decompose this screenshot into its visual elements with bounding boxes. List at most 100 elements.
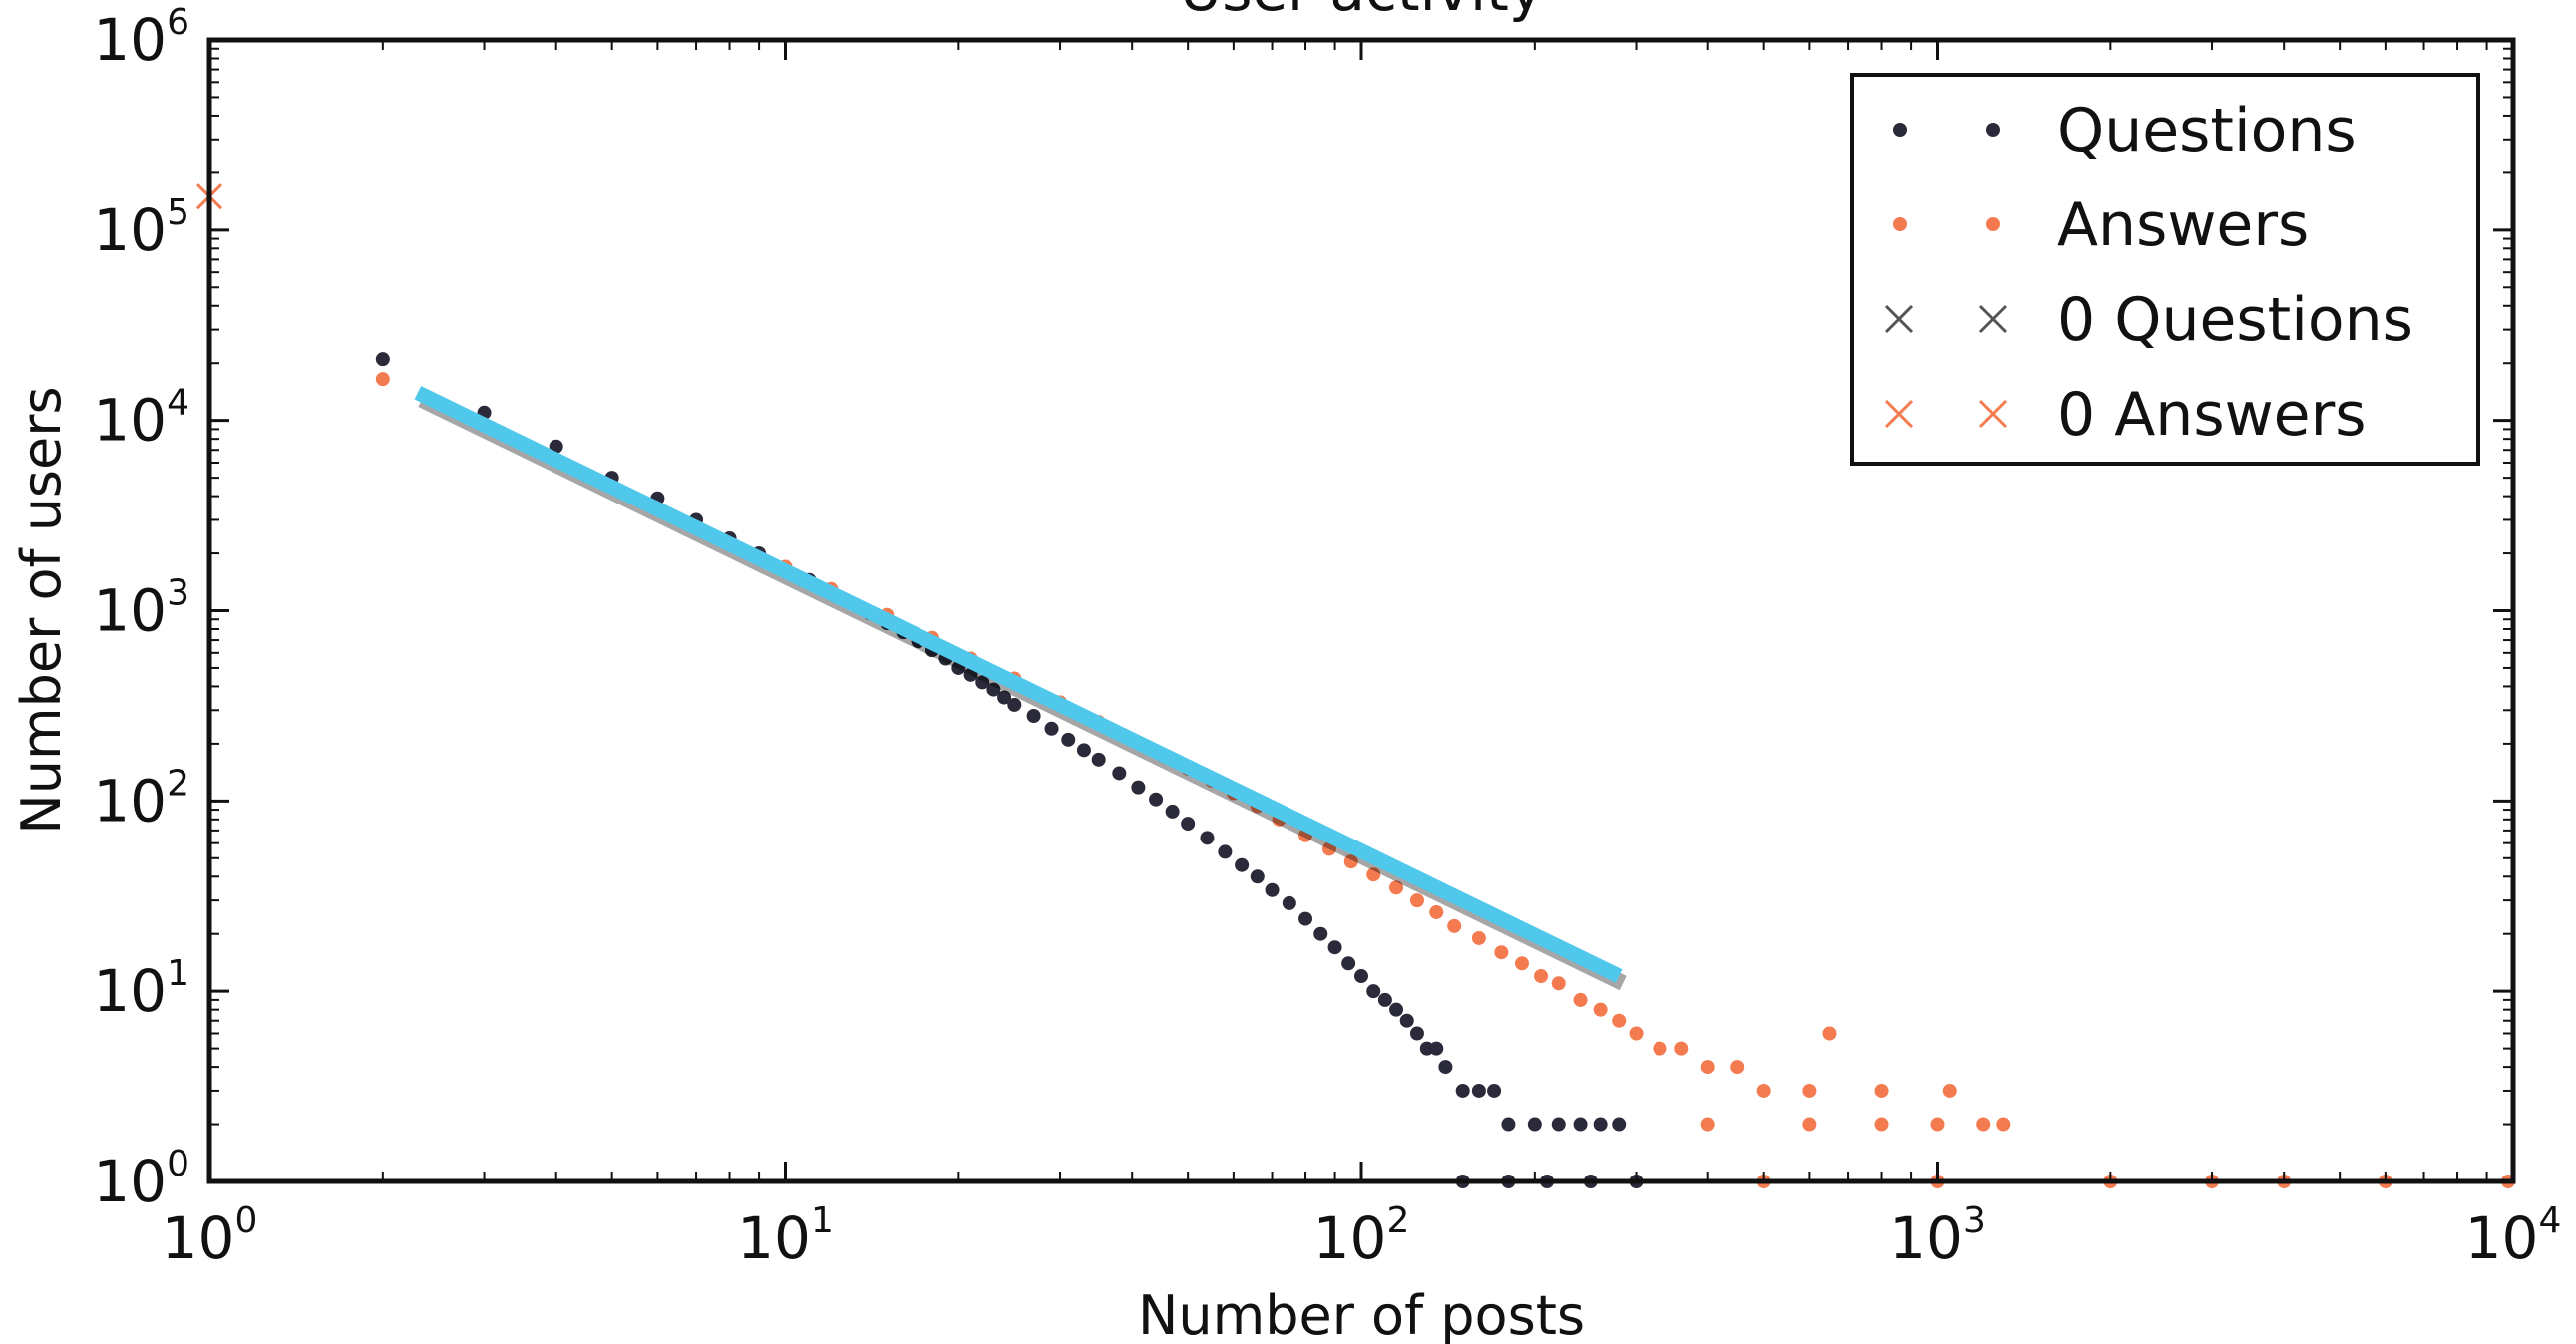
series-1-point-47	[1822, 1026, 1837, 1041]
legend: Questions Answers 0 Questions	[1850, 73, 2480, 466]
series-1-point-36	[1730, 1060, 1745, 1075]
series-0-point-0	[375, 352, 390, 367]
series-0-point-24	[1026, 709, 1041, 724]
series-0-point-32	[1165, 804, 1180, 819]
series-0-point-42	[1327, 940, 1342, 955]
series-0-point-54	[1471, 1083, 1486, 1098]
legend-label-questions: Questions	[2057, 96, 2357, 166]
series-0-point-23	[1007, 697, 1022, 712]
series-1-point-40	[1942, 1083, 1957, 1098]
series-0-point-31	[1149, 792, 1164, 807]
series-0-point-55	[1487, 1083, 1502, 1098]
y-axis-label: Number of users	[10, 386, 73, 834]
x-tick-label-3: 103	[1889, 1200, 1986, 1272]
series-0-point-37	[1250, 869, 1265, 884]
series-0-point-35	[1218, 844, 1233, 859]
series-1-point-23	[1447, 918, 1462, 933]
series-1-point-21	[1409, 893, 1424, 908]
series-1-point-25	[1494, 945, 1509, 960]
series-0-point-25	[1044, 721, 1059, 736]
y-tick-label-5: 105	[93, 192, 189, 264]
x-tick-label-4: 104	[2465, 1200, 2562, 1272]
series-0-point-41	[1313, 926, 1328, 941]
y-tick-label-1: 101	[93, 953, 189, 1025]
legend-item-zero-questions: 0 Questions	[1884, 285, 2413, 355]
series-0-point-58	[1551, 1117, 1566, 1132]
legend-box	[1850, 73, 2480, 466]
series-1-point-0	[375, 372, 390, 387]
y-tick-label-4: 104	[93, 383, 189, 455]
series-0-point-48	[1399, 1013, 1414, 1028]
series-1-point-30	[1593, 1002, 1608, 1017]
series-0-point-22	[997, 690, 1012, 705]
series-1-point-33	[1653, 1041, 1667, 1056]
legend-label-answers: Answers	[2057, 190, 2309, 260]
legend-marker-answers-2	[1986, 217, 2000, 231]
series-0-point-27	[1076, 743, 1091, 758]
series-0-point-20	[975, 675, 990, 690]
axis-ticks: 100 101 102 103 104 100 101 102 103 104 105 106	[93, 2, 2561, 1272]
series-1-point-43	[1874, 1117, 1889, 1132]
series-0-point-57	[1527, 1117, 1542, 1132]
series-1-point-32	[1629, 1026, 1644, 1041]
series-0-point-40	[1298, 911, 1313, 926]
legend-marker-zero-questions-1	[1884, 304, 1914, 334]
series-1-point-26	[1514, 956, 1529, 971]
series-0-point-53	[1455, 1083, 1470, 1098]
x-tick-label-0: 100	[162, 1200, 258, 1272]
series-0-point-56	[1501, 1117, 1516, 1132]
legend-marker-questions-2	[1986, 123, 2000, 137]
legend-marker-zero-questions-2	[1978, 304, 2008, 334]
series-1-point-27	[1534, 969, 1549, 984]
x-axis-label: Number of posts	[1138, 1284, 1585, 1344]
series-0-point-51	[1429, 1041, 1444, 1056]
series-1-point-19	[1366, 867, 1381, 882]
series-0-point-49	[1409, 1026, 1424, 1041]
series-0-point-26	[1061, 732, 1076, 747]
series-1-point-18	[1343, 854, 1358, 869]
series-1-point-31	[1612, 1013, 1627, 1028]
series-0-point-28	[1091, 752, 1106, 767]
legend-marker-zero-answers-1	[1884, 399, 1914, 429]
series-1-point-24	[1471, 930, 1486, 945]
chart-title: User activity	[1180, 0, 1543, 24]
series-1-point-42	[1802, 1117, 1817, 1132]
series-0-point-44	[1354, 969, 1368, 984]
series-0-point-38	[1265, 882, 1280, 897]
series-0-point-36	[1235, 857, 1250, 872]
series-0-point-39	[1282, 895, 1296, 910]
y-tick-label-6: 106	[93, 2, 189, 74]
series-0-point-52	[1438, 1060, 1453, 1075]
series-0-point-43	[1341, 956, 1356, 971]
y-tick-label-3: 103	[93, 573, 189, 645]
fit-line	[414, 386, 1623, 983]
series-1-point-44	[1930, 1117, 1945, 1132]
legend-item-questions: Questions	[1893, 96, 2357, 166]
series-0-point-60	[1593, 1117, 1608, 1132]
series-0-point-47	[1389, 1002, 1404, 1017]
plot-area	[195, 183, 2515, 1188]
series-0-point-33	[1181, 817, 1196, 832]
series-1-point-39	[1874, 1083, 1889, 1098]
series-1-point-46	[1996, 1117, 2011, 1132]
legend-item-answers: Answers	[1893, 190, 2309, 260]
legend-marker-zero-answers-2	[1978, 399, 2008, 429]
legend-item-zero-answers: 0 Answers	[1884, 380, 2367, 450]
series-0-point-21	[986, 682, 1001, 697]
series-0-point-29	[1112, 766, 1127, 781]
series-1-point-20	[1389, 880, 1404, 895]
series-0-point-59	[1573, 1117, 1588, 1132]
legend-marker-answers-1	[1893, 217, 1907, 231]
series-0-point-46	[1377, 992, 1392, 1007]
x-tick-label-1: 101	[737, 1200, 834, 1272]
y-tick-label-0: 100	[93, 1144, 189, 1215]
x-tick-label-2: 102	[1313, 1200, 1410, 1272]
series-0-point-30	[1131, 780, 1146, 795]
series-1-point-37	[1756, 1083, 1771, 1098]
series-1-point-38	[1802, 1083, 1817, 1098]
series-0-point-61	[1612, 1117, 1627, 1132]
series-1-point-28	[1551, 976, 1566, 991]
legend-label-zero-answers: 0 Answers	[2057, 380, 2367, 450]
legend-label-zero-questions: 0 Questions	[2057, 285, 2413, 355]
